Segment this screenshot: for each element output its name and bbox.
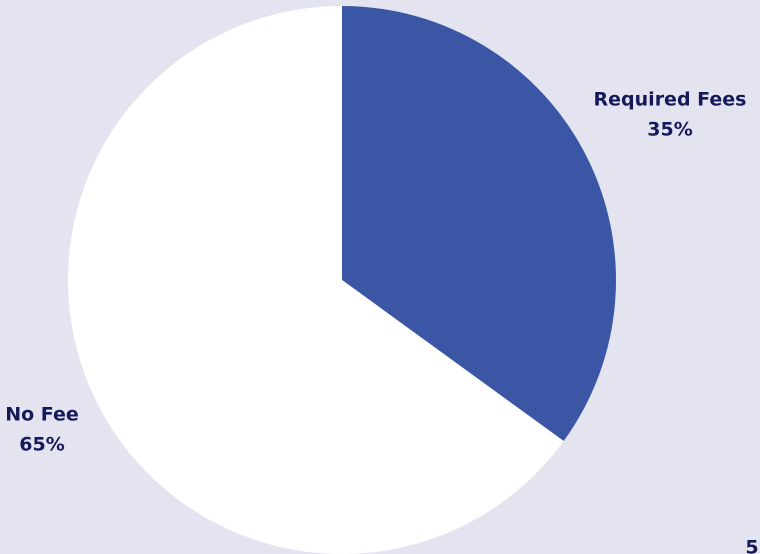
annotation: 5 [745,537,758,554]
value-label: 35% [647,119,692,141]
pie-slice [342,6,616,442]
value-label: 65% [19,434,64,456]
pie-slice [67,6,564,554]
slice-label: No Fee [5,404,79,426]
slice-label: Required Fees [594,89,747,111]
